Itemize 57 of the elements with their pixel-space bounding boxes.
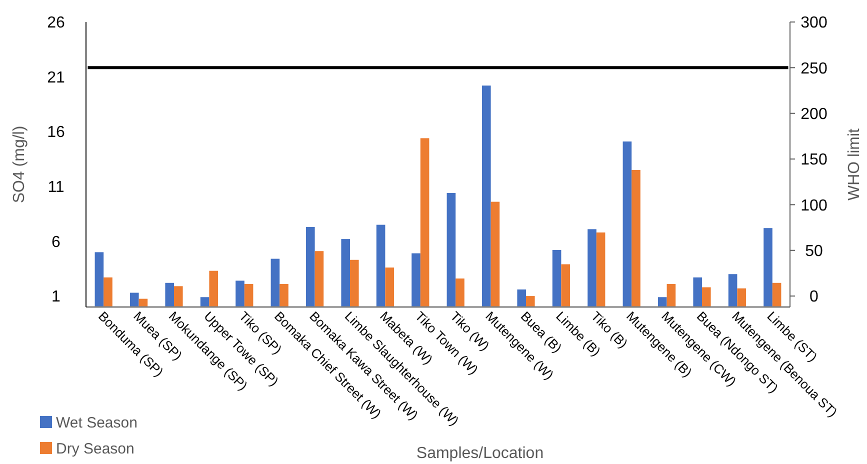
x-axis-title: Samples/Location: [416, 445, 544, 462]
y2-tick-label: 150: [800, 152, 828, 169]
bar: [490, 202, 500, 307]
y2-tick-label: 100: [800, 197, 828, 214]
bar: [658, 297, 667, 307]
y2-tick-label: 0: [810, 288, 819, 306]
bar: [596, 232, 606, 307]
y2-tick-label: 300: [800, 14, 828, 32]
y2-tick-label: 50: [805, 242, 823, 260]
bar: [412, 253, 420, 307]
bar: [772, 282, 782, 307]
bar: [209, 270, 218, 307]
bar: [376, 224, 386, 307]
y-tick-label: 1: [52, 288, 61, 306]
legend-label: Dry Season: [56, 440, 134, 458]
bar: [737, 288, 746, 307]
y-tick-label: 11: [48, 179, 64, 196]
y-tick-label: 21: [47, 69, 65, 86]
bar: [517, 289, 526, 307]
bar: [482, 86, 491, 307]
bar: [666, 284, 676, 307]
bar: [244, 284, 254, 307]
bar: [764, 228, 772, 307]
bar: [385, 268, 394, 307]
bar: [236, 280, 244, 307]
y-axis-title: SO4 (mg/l): [11, 126, 28, 204]
bar: [94, 252, 104, 307]
y2-tick-label: 200: [800, 106, 828, 123]
y-tick-label: 16: [47, 124, 65, 142]
bar: [174, 286, 183, 307]
y-tick-label: 6: [52, 234, 61, 251]
y2-tick-label: 250: [800, 60, 828, 78]
y2-axis-title: WHO limit: [846, 128, 863, 200]
bar: [130, 292, 139, 307]
y-tick-label: 26: [47, 14, 65, 32]
bar: [165, 282, 174, 307]
bar: [526, 296, 535, 307]
bar: [728, 274, 738, 307]
bar: [456, 278, 464, 307]
bar: [306, 226, 315, 307]
bar: [446, 193, 456, 307]
bar: [314, 251, 324, 307]
bar: [552, 250, 562, 307]
bar: [280, 284, 288, 307]
bar: [270, 258, 280, 307]
bar: [561, 264, 570, 307]
bar: [588, 229, 596, 307]
bar: [341, 239, 350, 307]
bar: [200, 297, 210, 307]
bar: [350, 260, 359, 307]
bar: [693, 277, 702, 307]
bar: [622, 141, 632, 307]
bar: [420, 138, 430, 307]
bar: [104, 277, 112, 307]
legend-label: Wet Season: [56, 414, 138, 432]
bar: [632, 170, 640, 307]
bar: [702, 287, 711, 307]
